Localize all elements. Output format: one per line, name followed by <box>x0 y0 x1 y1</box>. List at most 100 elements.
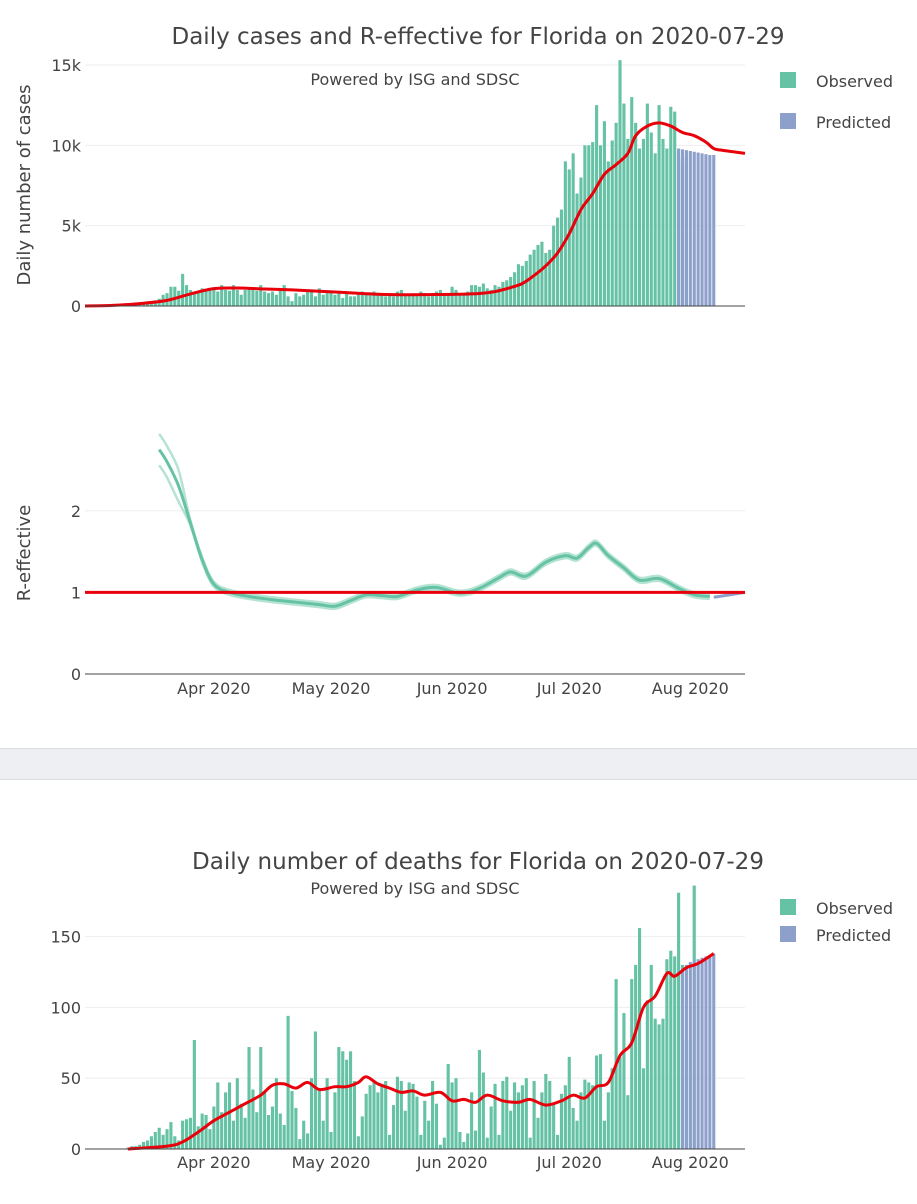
predicted-case-bar <box>681 149 684 306</box>
observed-case-bar <box>357 293 360 306</box>
observed-case-bar <box>326 293 329 306</box>
observed-case-bar <box>654 153 657 306</box>
legend-observed-swatch <box>780 899 796 915</box>
predicted-death-bar <box>681 968 684 1149</box>
r-effective-x-tick-label: Jun 2020 <box>416 679 488 698</box>
observed-case-bar <box>353 296 356 306</box>
observed-death-bar <box>439 1145 442 1149</box>
observed-case-bar <box>271 292 274 306</box>
observed-case-bar <box>540 242 543 306</box>
observed-death-bar <box>474 1131 477 1149</box>
deaths-chart-title: Daily number of deaths for Florida on 20… <box>192 849 764 875</box>
observed-death-bar <box>329 1132 332 1149</box>
observed-case-bar <box>380 295 383 306</box>
observed-case-bar <box>603 121 606 306</box>
observed-case-bar <box>205 290 208 306</box>
observed-death-bar <box>568 1057 571 1149</box>
cases-y-axis-label: Daily number of cases <box>14 84 35 285</box>
predicted-case-bar <box>712 155 715 306</box>
deaths-trend-line <box>128 954 714 1149</box>
predicted-case-bar <box>700 153 703 306</box>
predicted-case-bar <box>708 155 711 306</box>
observed-death-bar <box>556 1135 559 1149</box>
deaths-y-tick-label: 150 <box>50 928 81 947</box>
observed-case-bar <box>251 290 254 306</box>
observed-case-bar <box>661 139 664 306</box>
predicted-death-bar <box>689 962 692 1149</box>
r-effective-y-tick-label: 1 <box>71 583 81 602</box>
observed-death-bar <box>576 1121 579 1149</box>
observed-case-bar <box>513 272 516 306</box>
observed-case-bar <box>646 104 649 306</box>
observed-case-bar <box>470 285 473 306</box>
observed-death-bar <box>454 1078 457 1149</box>
observed-death-bar <box>603 1121 606 1149</box>
predicted-case-bar <box>704 154 707 306</box>
observed-case-bar <box>263 292 266 306</box>
observed-case-bar <box>224 290 227 306</box>
observed-case-bar <box>536 245 539 306</box>
observed-case-bar <box>607 161 610 306</box>
observed-death-bar <box>283 1125 286 1149</box>
observed-death-bar <box>548 1081 551 1149</box>
observed-death-bar <box>232 1121 235 1149</box>
observed-death-bar <box>493 1084 496 1149</box>
observed-death-bar <box>591 1085 594 1149</box>
observed-case-bar <box>247 288 250 306</box>
deaths-x-tick-label: Jul 2020 <box>536 1153 602 1172</box>
deaths-chart-subtitle: Powered by ISG and SDSC <box>310 879 519 898</box>
observed-case-bar <box>673 112 676 306</box>
observed-case-bar <box>591 142 594 306</box>
observed-case-bar <box>181 274 184 306</box>
observed-case-bar <box>665 149 668 306</box>
observed-death-bar <box>337 1047 340 1149</box>
cases-y-tick-label: 5k <box>62 217 82 236</box>
observed-death-bar <box>513 1082 516 1149</box>
observed-death-bar <box>244 1118 247 1149</box>
observed-death-bar <box>419 1135 422 1149</box>
legend-observed-label: Observed <box>816 72 893 91</box>
observed-death-bar <box>529 1138 532 1149</box>
observed-case-bar <box>544 253 547 306</box>
observed-case-bar <box>275 295 278 306</box>
observed-death-bar <box>572 1108 575 1149</box>
observed-case-bar <box>193 293 196 306</box>
observed-death-bar <box>294 1108 297 1149</box>
observed-death-bar <box>263 1092 266 1149</box>
cases-y-tick-label: 0 <box>71 297 81 316</box>
observed-case-bar <box>427 296 430 306</box>
observed-case-bar <box>404 295 407 306</box>
observed-case-bar <box>634 123 637 306</box>
observed-death-bar <box>642 1068 645 1149</box>
predicted-case-bar <box>685 150 688 306</box>
predicted-death-bar <box>708 955 711 1149</box>
cases-legend: Observed Predicted <box>780 72 893 132</box>
observed-case-bar <box>376 295 379 306</box>
observed-death-bar <box>583 1080 586 1149</box>
observed-case-bar <box>556 218 559 306</box>
deaths-x-tick-label: Jun 2020 <box>416 1153 488 1172</box>
observed-death-bar <box>677 893 680 1149</box>
observed-case-bar <box>622 104 625 306</box>
observed-death-bar <box>361 1116 364 1149</box>
observed-case-bar <box>290 301 293 306</box>
predicted-death-bar <box>693 961 696 1149</box>
observed-death-bar <box>618 1057 621 1149</box>
observed-death-bar <box>579 1092 582 1149</box>
observed-case-bar <box>478 287 481 306</box>
observed-death-bar <box>306 1133 309 1149</box>
observed-case-bar <box>408 295 411 306</box>
observed-death-bar <box>357 1136 360 1149</box>
observed-case-bar <box>493 285 496 306</box>
observed-death-bar <box>341 1051 344 1149</box>
observed-death-bar <box>490 1107 493 1149</box>
observed-case-bar <box>458 295 461 306</box>
observed-death-bar <box>392 1105 395 1149</box>
observed-death-bar <box>267 1115 270 1149</box>
observed-case-bar <box>587 145 590 306</box>
observed-case-bar <box>650 132 653 306</box>
observed-case-bar <box>454 290 457 306</box>
deaths-y-tick-label: 50 <box>61 1069 81 1088</box>
observed-case-bar <box>451 287 454 306</box>
